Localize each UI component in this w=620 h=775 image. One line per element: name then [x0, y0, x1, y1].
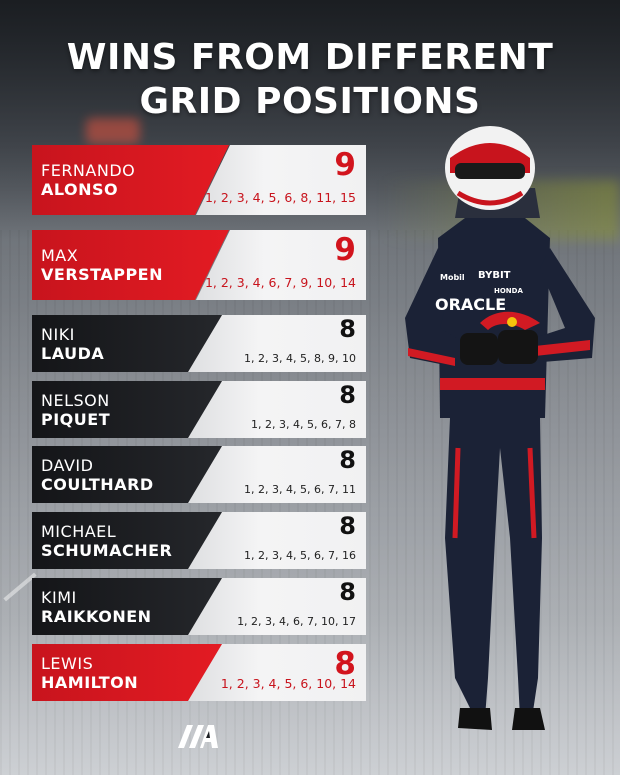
suit-sponsor-chest: BYBIT: [478, 270, 511, 281]
wins-count: 8: [339, 446, 356, 474]
driver-last-name: LAUDA: [41, 343, 105, 363]
driver-first-name: NIKI: [41, 324, 75, 344]
driver-first-name: KIMI: [41, 587, 77, 607]
name-panel: MAX VERSTAPPEN: [32, 230, 229, 300]
driver-row-piquet: 8 1, 2, 3, 4, 5, 6, 7, 8 NELSON PIQUET: [32, 381, 366, 438]
name-panel: DAVID COULTHARD: [32, 446, 222, 503]
background-light: [86, 118, 140, 144]
driver-first-name: MICHAEL: [41, 521, 117, 541]
driver-first-name: DAVID: [41, 455, 94, 475]
grid-positions: 1, 2, 3, 4, 5, 6, 7, 11: [244, 483, 356, 496]
wins-count: 8: [339, 381, 356, 409]
stat-panel: 9 1, 2, 3, 4, 5, 6, 8, 11, 15: [196, 145, 366, 215]
grid-positions: 1, 2, 3, 4, 5, 6, 7, 8: [251, 418, 356, 431]
driver-last-name: ALONSO: [41, 180, 119, 199]
page-title: WINS FROM DIFFERENT GRID POSITIONS: [0, 36, 620, 124]
stat-panel: 8 1, 2, 3, 4, 5, 6, 7, 11: [188, 446, 366, 503]
grid-positions: 1, 2, 3, 4, 6, 7, 10, 17: [237, 615, 356, 628]
driver-row-raikkonen: 8 1, 2, 3, 4, 6, 7, 10, 17 KIMI RAIKKONE…: [32, 578, 366, 635]
driver-last-name: PIQUET: [41, 409, 111, 429]
name-panel: FERNANDO ALONSO: [32, 145, 229, 215]
driver-last-name: HAMILTON: [41, 672, 139, 692]
wins-count: 8: [339, 315, 356, 343]
suit-sponsor-main: ORACLE: [435, 295, 506, 314]
grid-positions: 1, 2, 3, 4, 5, 6, 7, 16: [244, 549, 356, 562]
grid-positions: 1, 2, 3, 4, 6, 7, 9, 10, 14: [204, 275, 356, 290]
driver-last-name: SCHUMACHER: [41, 540, 173, 560]
name-panel: NELSON PIQUET: [32, 381, 222, 438]
driver-row-coulthard: 8 1, 2, 3, 4, 5, 6, 7, 11 DAVID COULTHAR…: [32, 446, 366, 503]
stat-panel: 8 1, 2, 3, 4, 6, 7, 10, 17: [188, 578, 366, 635]
driver-last-name: COULTHARD: [41, 474, 154, 494]
name-panel: NIKI LAUDA: [32, 315, 222, 372]
driver-row-alonso: 9 1, 2, 3, 4, 5, 6, 8, 11, 15 FERNANDO A…: [32, 145, 366, 215]
wins-count: 8: [334, 646, 356, 682]
driver-last-name: RAIKKONEN: [41, 606, 152, 626]
suit-sponsor-collar: Mobil: [440, 273, 465, 282]
name-panel: MICHAEL SCHUMACHER: [32, 512, 222, 569]
title-line-1: WINS FROM DIFFERENT: [66, 37, 554, 78]
wins-count: 8: [339, 512, 356, 540]
driver-row-hamilton: 8 1, 2, 3, 4, 5, 6, 10, 14 LEWIS HAMILTO…: [32, 644, 366, 701]
driver-first-name: MAX: [41, 246, 79, 265]
stat-panel: 8 1, 2, 3, 4, 5, 6, 7, 8: [188, 381, 366, 438]
driver-first-name: FERNANDO: [41, 161, 136, 180]
stat-panel: 8 1, 2, 3, 4, 5, 6, 7, 16: [188, 512, 366, 569]
suit-sponsor-side: HONDA: [494, 287, 523, 295]
driver-first-name: NELSON: [41, 390, 110, 410]
stat-panel: 8 1, 2, 3, 4, 5, 6, 10, 14: [188, 644, 366, 701]
driver-row-lauda: 8 1, 2, 3, 4, 5, 8, 9, 10 NIKI LAUDA: [32, 315, 366, 372]
wins-count: 9: [334, 147, 356, 183]
grid-positions: 1, 2, 3, 4, 5, 8, 9, 10: [244, 352, 356, 365]
title-line-2: GRID POSITIONS: [139, 81, 481, 122]
driver-last-name: VERSTAPPEN: [41, 265, 163, 284]
grid-positions: 1, 2, 3, 4, 5, 6, 8, 11, 15: [204, 190, 356, 205]
wins-count: 8: [339, 578, 356, 606]
name-panel: KIMI RAIKKONEN: [32, 578, 222, 635]
driver-photo: BYBIT HONDA Mobil ORACLE: [405, 126, 595, 730]
driver-row-verstappen: 9 1, 2, 3, 4, 6, 7, 9, 10, 14 MAX VERSTA…: [32, 230, 366, 300]
grid-positions: 1, 2, 3, 4, 5, 6, 10, 14: [220, 676, 356, 691]
stat-panel: 8 1, 2, 3, 4, 5, 8, 9, 10: [188, 315, 366, 372]
driver-row-schumacher: 8 1, 2, 3, 4, 5, 6, 7, 16 MICHAEL SCHUMA…: [32, 512, 366, 569]
name-panel: LEWIS HAMILTON: [32, 644, 222, 701]
driver-first-name: LEWIS: [41, 653, 94, 673]
wins-count: 9: [334, 232, 356, 268]
checkered-a-logo-icon: [178, 725, 218, 748]
